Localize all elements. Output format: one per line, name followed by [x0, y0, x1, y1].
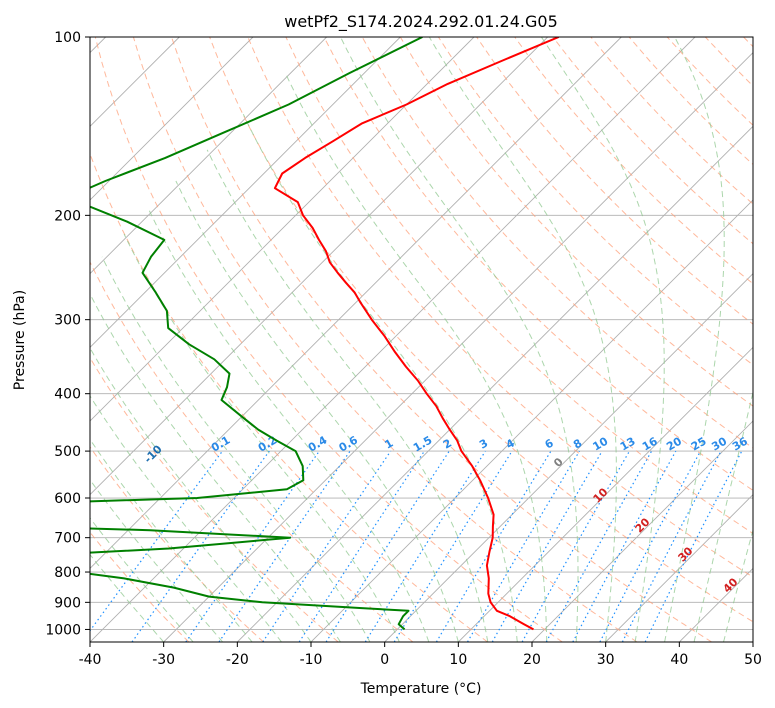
mixing-ratio-line: [325, 450, 450, 642]
x-tick-label: 10: [449, 652, 467, 668]
isotherm-line: [90, 37, 548, 496]
y-tick-label: 1000: [45, 622, 81, 638]
moist-adiabat-line: [428, 37, 617, 642]
dry-adiabat-line: [704, 37, 753, 87]
x-axis-title: Temperature (°C): [360, 681, 482, 697]
dewpoint-profile-line: [90, 37, 423, 631]
moist-adiabat-line: [284, 72, 548, 642]
moist-adiabat-line: [147, 208, 430, 642]
y-tick-label: 200: [54, 208, 81, 224]
y-tick-label: 400: [54, 387, 81, 403]
moist-adiabat-line: [175, 180, 459, 642]
mixing-ratio-line: [218, 450, 351, 642]
moist-adiabat-line: [90, 394, 282, 642]
y-tick-label: 900: [54, 595, 81, 611]
mixing-ratio-label: 6: [543, 436, 556, 451]
moist-adiabat-line: [723, 528, 753, 642]
dry-adiabat-line: [476, 37, 753, 325]
mixing-ratio-line: [185, 450, 320, 642]
isotherm-line: [752, 641, 753, 642]
dry-adiabat-line: [90, 356, 339, 642]
dry-adiabat-line: [285, 37, 753, 535]
x-tick-label: -20: [226, 652, 249, 668]
isotherm-line: [90, 37, 475, 422]
isotherm-line: [90, 37, 622, 569]
moist-adiabat-label: 20: [633, 515, 653, 535]
x-tick-label: -40: [79, 652, 102, 668]
isotherm-line: [90, 37, 327, 275]
isotherm-line: [458, 346, 753, 642]
mixing-ratio-label: 2: [441, 437, 454, 452]
moist-adiabat-line: [540, 37, 665, 642]
axis-ticks: -40 -30 -20 -10 0 10 20 30 40 50 100 200 300 400 500 60…: [45, 30, 762, 668]
dry-adiabat-line: [90, 531, 190, 642]
isotherm-line: [237, 125, 753, 642]
x-tick-label: 0: [380, 652, 389, 668]
dry-adiabat-line: [323, 37, 753, 491]
y-axis-title: Pressure (hPa): [12, 290, 28, 390]
mixing-ratio-line: [644, 450, 743, 642]
dry-adiabat-line: [90, 260, 414, 642]
isotherm-line: [163, 52, 753, 642]
y-tick-label: 800: [54, 565, 81, 581]
moist-adiabat-line: [101, 256, 371, 642]
moist-adiabat-line: [90, 517, 194, 642]
y-tick-label: 100: [54, 30, 81, 46]
mixing-ratio-line: [298, 450, 425, 642]
moist-adiabat-line: [90, 293, 341, 642]
y-tick-label: 300: [54, 313, 81, 329]
sounding-series: [90, 37, 560, 631]
x-tick-label: 20: [523, 652, 541, 668]
chart-title: wetPf2_S174.2024.292.01.24.G05: [284, 12, 558, 32]
isotherm-line: [90, 37, 696, 642]
mixing-ratio-line: [572, 450, 677, 642]
moist-adiabat-line: [664, 37, 725, 642]
mixing-ratio-line: [435, 450, 552, 642]
mixing-ratio-line: [393, 450, 513, 642]
dry-adiabat-line: [743, 37, 753, 48]
moist-adiabat-label: 30: [676, 544, 696, 564]
mixing-ratio-label: 3: [477, 437, 490, 452]
moist-adiabat-label: 40: [721, 575, 741, 595]
dry-adiabat-line: [90, 446, 264, 642]
moist-adiabat-line: [340, 37, 579, 642]
x-tick-label: -30: [152, 652, 175, 668]
plot-frame: [89, 36, 754, 643]
x-tick-label: 50: [744, 652, 762, 668]
x-tick-label: -10: [300, 652, 323, 668]
mixing-ratio-line: [599, 450, 702, 642]
moist-adiabat-line: [90, 347, 312, 642]
dry-adiabat-label: -30: [0, 394, 10, 417]
isotherm-line: [90, 37, 254, 201]
isotherm-line: [531, 420, 753, 642]
moist-adiabat-line: [242, 113, 518, 642]
dry-adiabat-label: -20: [63, 419, 86, 442]
dry-adiabat-line: [514, 37, 753, 285]
y-tick-label: 500: [54, 444, 81, 460]
isotherm-line: [605, 494, 753, 642]
dry-adiabat-line: [171, 37, 712, 642]
y-tick-label: 700: [54, 531, 81, 547]
isotherm-line: [679, 567, 753, 642]
moist-adiabat-line: [693, 390, 753, 642]
dry-adiabat-line: [209, 37, 753, 623]
mixing-ratio-line: [262, 450, 392, 642]
dry-adiabat-line: [247, 37, 753, 578]
mixing-ratio-line: [466, 450, 580, 642]
x-tick-label: 30: [597, 652, 615, 668]
moist-adiabat-line: [90, 479, 223, 642]
dry-adiabat-line: [94, 37, 563, 642]
x-tick-label: 40: [670, 652, 688, 668]
mixing-ratio-line: [545, 450, 653, 642]
mixing-ratio-line: [364, 450, 486, 642]
temperature-profile-line: [273, 37, 560, 631]
moist-adiabat-line: [123, 233, 400, 642]
isotherm-line: [384, 273, 753, 642]
moist-adiabat-line: [206, 149, 489, 642]
isotherm-line: [90, 37, 401, 348]
background-lines: [90, 37, 753, 642]
y-tick-label: 600: [54, 491, 81, 507]
mixing-ratio-line: [521, 450, 631, 642]
